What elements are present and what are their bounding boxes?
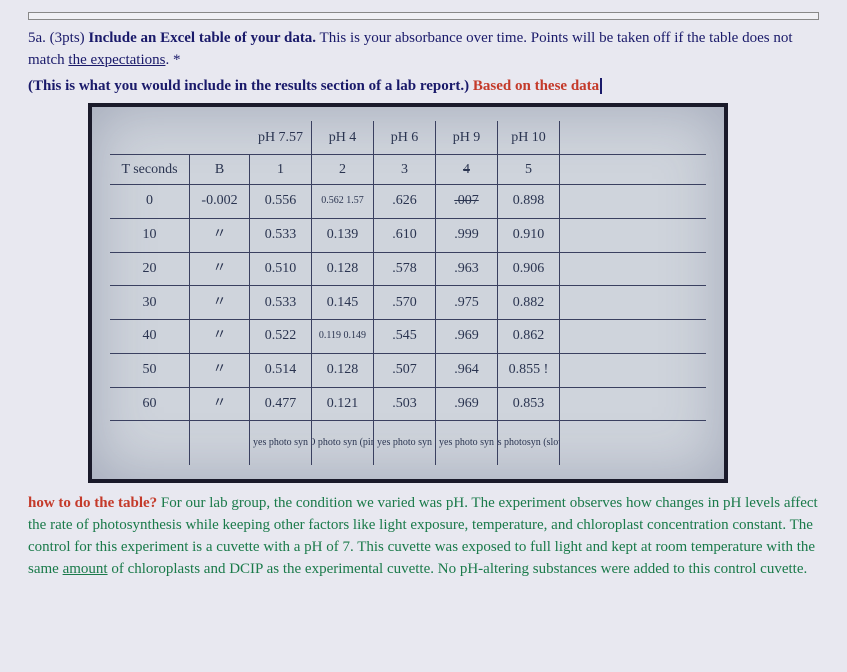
td: 0.477	[250, 388, 312, 422]
td: .570	[374, 286, 436, 320]
td: 40	[110, 320, 190, 354]
td: .578	[374, 253, 436, 287]
td	[560, 354, 706, 388]
td	[560, 253, 706, 287]
th: pH 6	[374, 121, 436, 155]
td: 0.510	[250, 253, 312, 287]
td: 0.855 !	[498, 354, 560, 388]
th: pH 10	[498, 121, 560, 155]
td: .999	[436, 219, 498, 253]
td: 0.556	[250, 185, 312, 219]
td: 0.514	[250, 354, 312, 388]
th: 3	[374, 155, 436, 185]
td: 0.533	[250, 219, 312, 253]
td: .964	[436, 354, 498, 388]
td: -0.002	[190, 185, 250, 219]
tf: NO photo syn (pink)	[312, 421, 374, 465]
tf	[560, 421, 706, 465]
td: .626	[374, 185, 436, 219]
tf	[110, 421, 190, 465]
red-text: Based on these data	[473, 78, 599, 94]
td: 0.910	[498, 219, 560, 253]
tf: yes photosyn (slow)	[498, 421, 560, 465]
answer-paragraph: how to do the table? For our lab group, …	[28, 493, 819, 580]
td: 0.533	[250, 286, 312, 320]
td: 0.121	[312, 388, 374, 422]
td: 0.906	[498, 253, 560, 287]
td: 0.882	[498, 286, 560, 320]
td: 0	[110, 185, 190, 219]
td: .610	[374, 219, 436, 253]
q-bold: Include an Excel table of your data.	[88, 30, 316, 46]
amount-word: amount	[63, 561, 108, 577]
td: .007	[436, 185, 498, 219]
text-cursor	[600, 78, 602, 94]
tf: yes photo syn	[250, 421, 312, 465]
td: 0.128	[312, 354, 374, 388]
td: .969	[436, 388, 498, 422]
q-rest2: . *	[165, 52, 180, 68]
td	[560, 320, 706, 354]
th: B	[190, 155, 250, 185]
th: 4	[436, 155, 498, 185]
td: 30	[110, 286, 190, 320]
td: 0.898	[498, 185, 560, 219]
td: 0.562 1.57	[312, 185, 374, 219]
td	[560, 219, 706, 253]
td: 〃	[190, 320, 250, 354]
td	[560, 388, 706, 422]
question-subtext: (This is what you would include in the r…	[28, 76, 819, 98]
td	[560, 286, 706, 320]
td: .963	[436, 253, 498, 287]
th	[190, 121, 250, 155]
th	[560, 155, 706, 185]
td: .969	[436, 320, 498, 354]
th: pH 9	[436, 121, 498, 155]
td: .975	[436, 286, 498, 320]
question-prompt: 5a. (3pts) Include an Excel table of you…	[28, 28, 819, 72]
td: 0.119 0.149	[312, 320, 374, 354]
td: 〃	[190, 354, 250, 388]
th: 2	[312, 155, 374, 185]
tf: yes photo syn	[436, 421, 498, 465]
td: 0.145	[312, 286, 374, 320]
tf	[190, 421, 250, 465]
td: 0.128	[312, 253, 374, 287]
th	[560, 121, 706, 155]
how-to-lead: how to do the table?	[28, 495, 157, 511]
td: .507	[374, 354, 436, 388]
td: 10	[110, 219, 190, 253]
paren-text: (This is what you would include in the r…	[28, 78, 473, 94]
handwritten-table: pH 7.57 pH 4 pH 6 pH 9 pH 10 T seconds B…	[110, 121, 706, 465]
th	[110, 121, 190, 155]
th: T seconds	[110, 155, 190, 185]
th: 1	[250, 155, 312, 185]
td: 60	[110, 388, 190, 422]
td: 0.139	[312, 219, 374, 253]
td: 〃	[190, 219, 250, 253]
top-border	[28, 12, 819, 20]
td: 〃	[190, 388, 250, 422]
td: 0.853	[498, 388, 560, 422]
th: pH 7.57	[250, 121, 312, 155]
th: pH 4	[312, 121, 374, 155]
td: 0.862	[498, 320, 560, 354]
td: 〃	[190, 253, 250, 287]
td	[560, 185, 706, 219]
expectations-link[interactable]: the expectations	[68, 52, 165, 68]
td: 〃	[190, 286, 250, 320]
tf: yes photo syn	[374, 421, 436, 465]
td: .545	[374, 320, 436, 354]
td: 50	[110, 354, 190, 388]
td: 20	[110, 253, 190, 287]
th: 5	[498, 155, 560, 185]
td: .503	[374, 388, 436, 422]
data-table-image: pH 7.57 pH 4 pH 6 pH 9 pH 10 T seconds B…	[88, 103, 728, 483]
q-prefix: 5a. (3pts)	[28, 30, 88, 46]
answer-body2: of chloroplasts and DCIP as the experime…	[108, 561, 808, 577]
td: 0.522	[250, 320, 312, 354]
